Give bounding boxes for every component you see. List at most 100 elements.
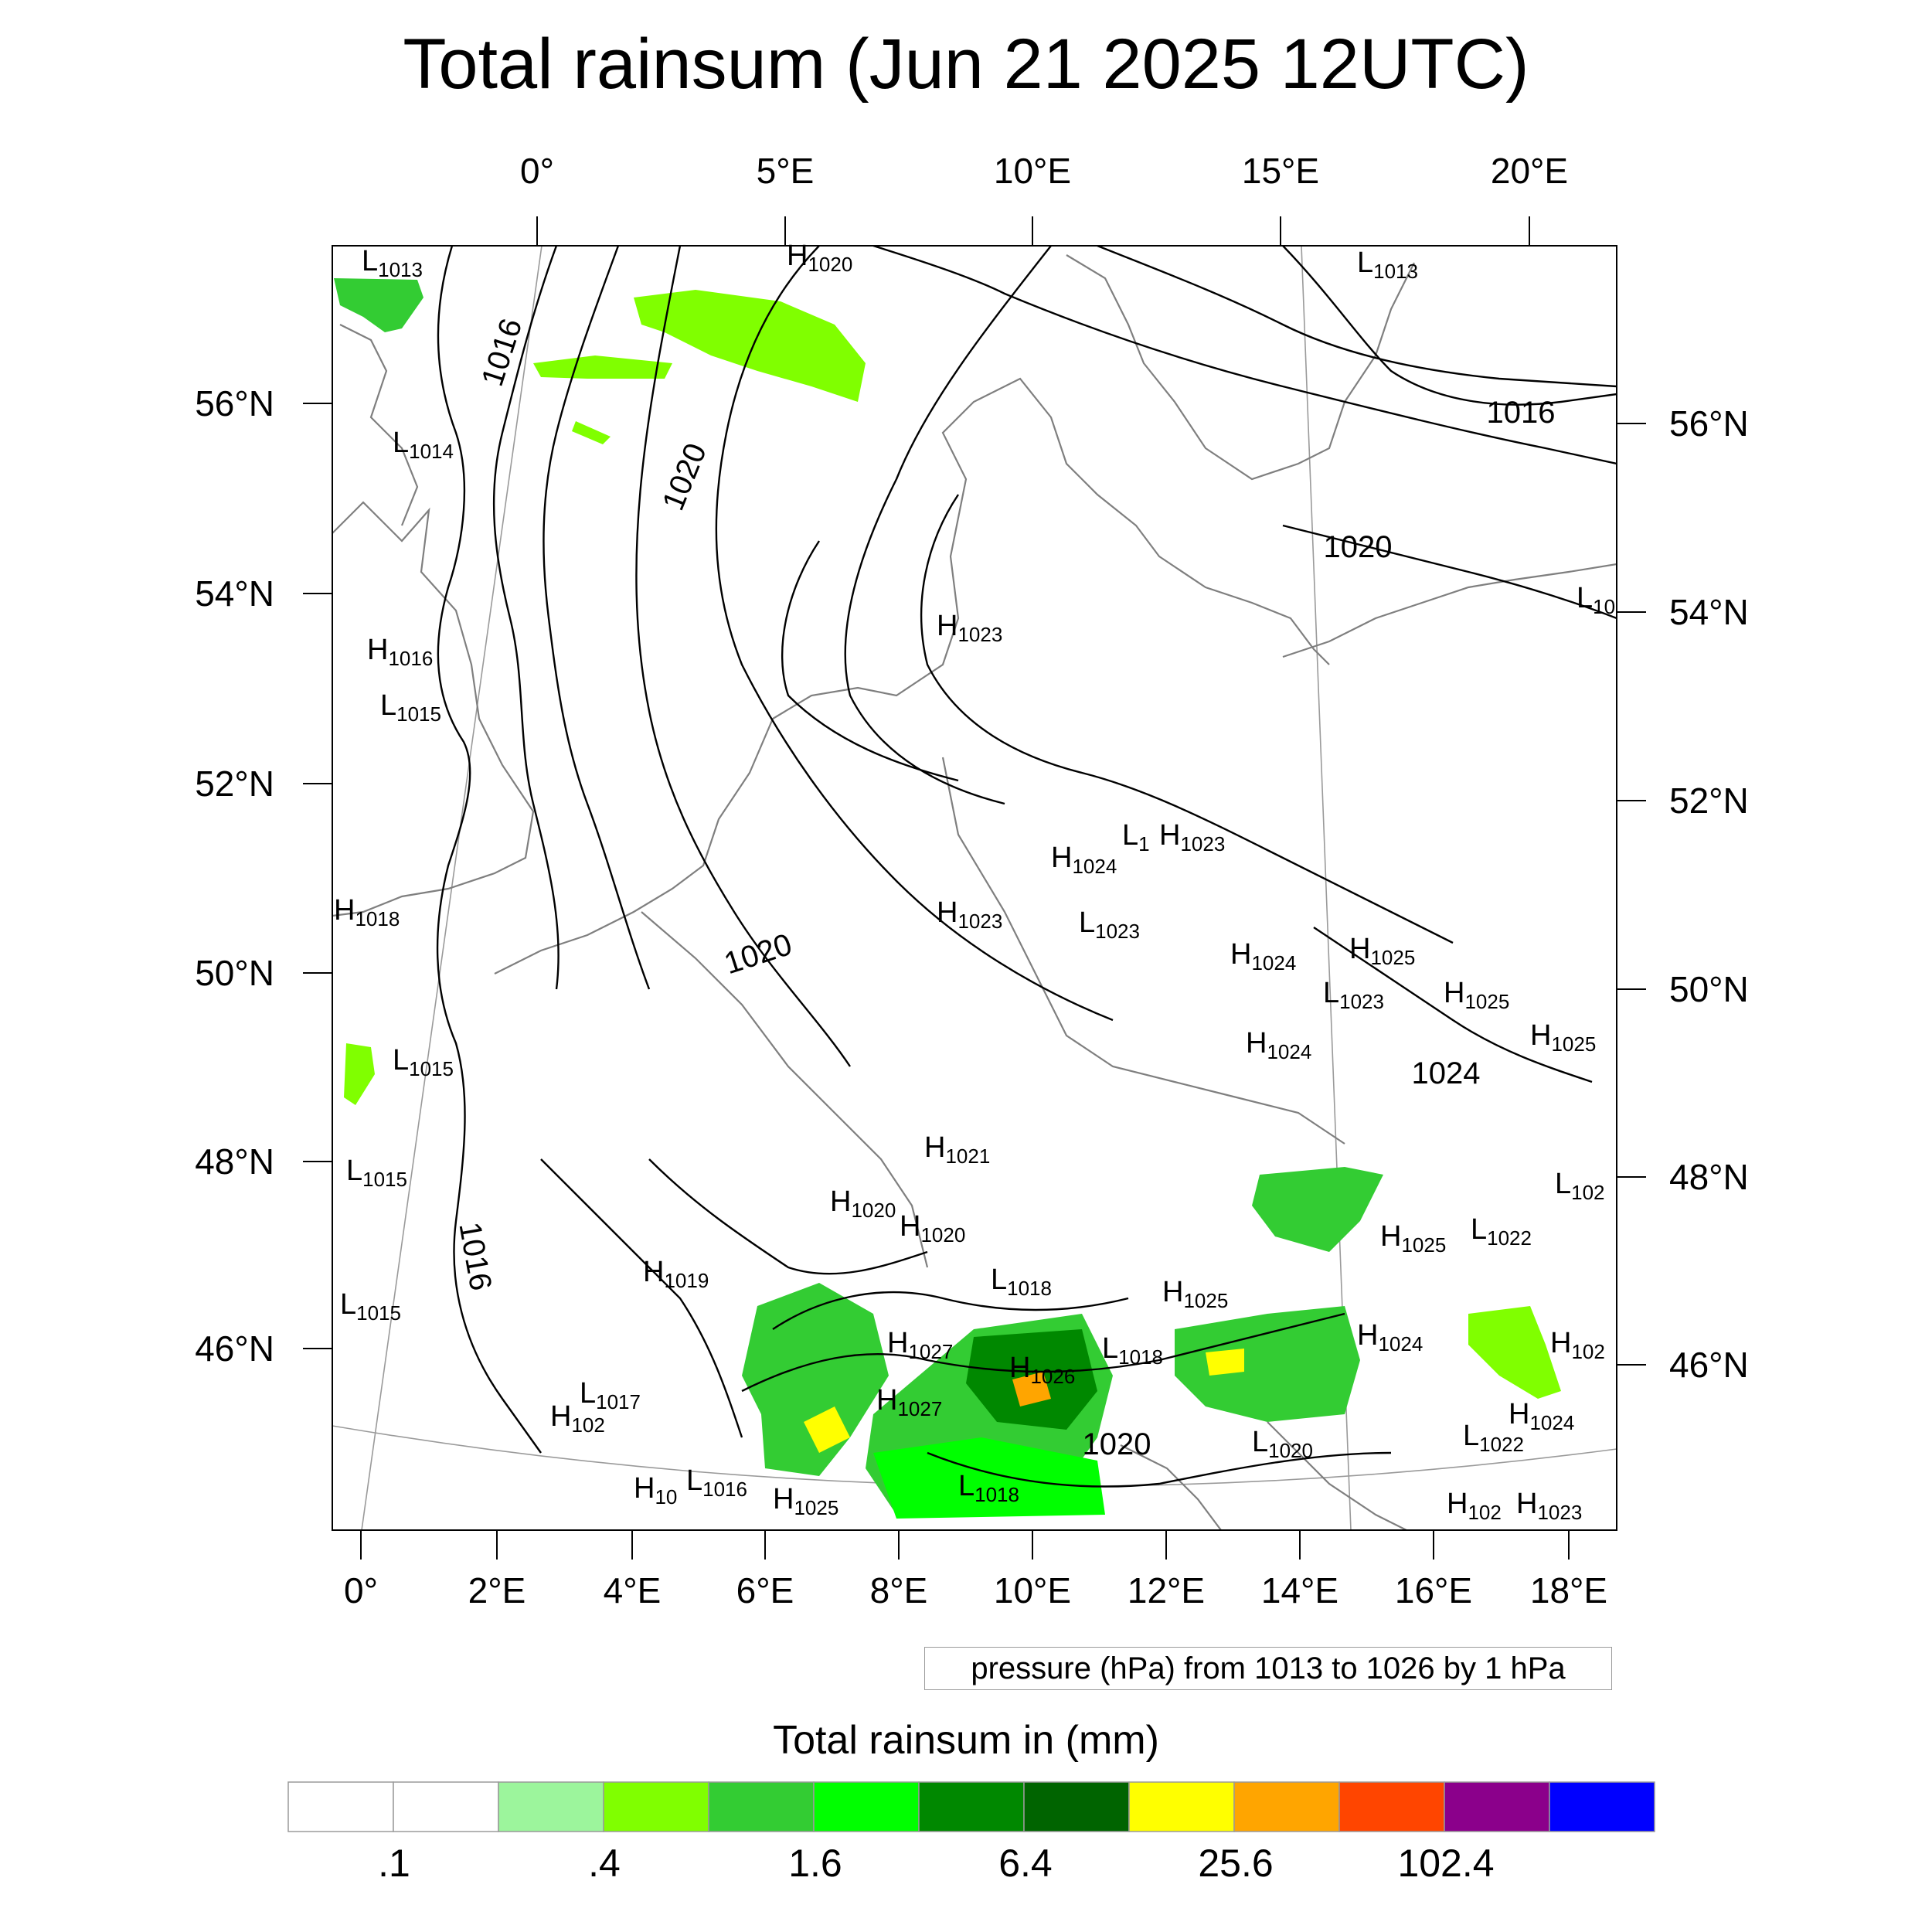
isobar-1017 bbox=[492, 246, 560, 990]
figure-title: Total rainsum (Jun 21 2025 12UTC) bbox=[403, 25, 1529, 104]
isobar-1018 bbox=[543, 246, 651, 990]
pressure-center-label: H1019 bbox=[643, 1256, 709, 1292]
pressure-center-label: H1025 bbox=[1162, 1276, 1228, 1312]
pressure-center-label: L1023 bbox=[1079, 906, 1140, 943]
right-lat-label: 56°N bbox=[1669, 403, 1749, 444]
pressure-center-label: L1022 bbox=[1471, 1213, 1532, 1250]
pressure-center-label: H1026 bbox=[1009, 1352, 1075, 1388]
rain-area-alps-west bbox=[742, 1283, 889, 1476]
isobar-east-1020 bbox=[1282, 524, 1617, 620]
pressure-center-label: L1018 bbox=[1102, 1332, 1163, 1369]
italy-coast bbox=[1120, 1444, 1222, 1530]
colorbar-swatch bbox=[813, 1781, 920, 1832]
isobar-1016-north bbox=[1282, 246, 1617, 406]
left-lat-label: 50°N bbox=[195, 953, 274, 993]
pressure-center-label: H1024 bbox=[1246, 1027, 1311, 1063]
bottom-lon-label: 16°E bbox=[1395, 1570, 1472, 1611]
isobar-france-1 bbox=[540, 1158, 743, 1438]
bottom-lon-label: 12°E bbox=[1128, 1570, 1205, 1611]
pressure-center-label: L1018 bbox=[958, 1470, 1019, 1506]
right-latitude-labels: 56°N 54°N 52°N 50°N 48°N 46°N bbox=[1669, 403, 1749, 1385]
pressure-center-label: L1023 bbox=[1323, 977, 1384, 1013]
isobar-1023 bbox=[781, 540, 959, 782]
pressure-center-label: L1013 bbox=[1357, 247, 1418, 283]
colorbar-tick-labels: .1 .4 1.6 6.4 25.6 102.4 bbox=[378, 1842, 1494, 1885]
rain-area-core-orange bbox=[1012, 1372, 1051, 1406]
left-lat-label: 56°N bbox=[195, 383, 274, 423]
rain-area-core-yellow-2 bbox=[1206, 1349, 1244, 1376]
pressure-center-label: H1020 bbox=[787, 240, 852, 276]
pressure-center-label: H1025 bbox=[1349, 933, 1415, 969]
pressure-center-label: H102 bbox=[1447, 1488, 1502, 1524]
rain-area-north-sea-streak bbox=[533, 355, 672, 379]
right-lat-label: 50°N bbox=[1669, 969, 1749, 1009]
pressure-center-label: H1020 bbox=[830, 1185, 896, 1222]
isobar-label: 1020 bbox=[1324, 530, 1393, 564]
top-lon-label: 20°E bbox=[1491, 151, 1568, 191]
left-lat-label: 48°N bbox=[195, 1141, 274, 1182]
pressure-center-label: H1018 bbox=[334, 894, 400, 930]
pressure-center-label: H1024 bbox=[1051, 842, 1117, 878]
isobar-label: 1016 bbox=[452, 1219, 498, 1293]
isobar-label: 1020 bbox=[720, 927, 796, 981]
pressure-center-label: H1025 bbox=[1444, 977, 1509, 1013]
isobar-label: 1020 bbox=[1083, 1427, 1151, 1461]
continental-coast bbox=[494, 377, 1330, 975]
rain-area-north-sea-dots bbox=[572, 421, 611, 444]
colorbar-swatch bbox=[287, 1781, 394, 1832]
right-lat-label: 54°N bbox=[1669, 592, 1749, 632]
bottom-lon-label: 0° bbox=[344, 1570, 378, 1611]
left-lat-label: 46°N bbox=[195, 1328, 274, 1369]
colorbar-tick-label: .4 bbox=[588, 1842, 621, 1885]
bottom-lon-label: 10°E bbox=[994, 1570, 1071, 1611]
pressure-center-label: H1025 bbox=[1380, 1220, 1446, 1257]
isobar-value-labels: 1016 1020 1016 1020 1020 1024 1016 1020 bbox=[452, 315, 1555, 1461]
colorbar-swatch bbox=[1549, 1781, 1655, 1832]
rain-area-north-sea-band bbox=[634, 290, 866, 402]
rain-area-po-valley bbox=[873, 1437, 1105, 1519]
colorbar-title: Total rainsum in (mm) bbox=[773, 1718, 1159, 1763]
pressure-center-label: H1023 bbox=[1159, 819, 1225, 855]
pressure-center-label: L1015 bbox=[393, 1044, 454, 1080]
pressure-center-label: L1018 bbox=[991, 1264, 1052, 1300]
isobar-1017-north bbox=[1097, 246, 1617, 388]
right-lat-label: 52°N bbox=[1669, 781, 1749, 821]
pressure-center-label: H10 bbox=[634, 1472, 677, 1509]
pressure-center-label: H1025 bbox=[1530, 1019, 1596, 1056]
isobar-1022 bbox=[920, 494, 1454, 944]
pressure-center-label: L102 bbox=[1555, 1168, 1605, 1204]
precipitation-shading bbox=[334, 278, 1561, 1519]
colorbar-tick-label: 102.4 bbox=[1397, 1842, 1494, 1885]
france-border bbox=[641, 911, 929, 1268]
pressure-center-label: H1027 bbox=[876, 1384, 942, 1420]
isobar-1019 bbox=[635, 246, 851, 1067]
isobars bbox=[436, 246, 1617, 1488]
map-frame bbox=[332, 245, 1617, 1531]
colorbar-swatch bbox=[603, 1781, 709, 1832]
colorbar-tick-label: 25.6 bbox=[1198, 1842, 1273, 1885]
colorbar-swatch bbox=[1023, 1781, 1130, 1832]
pressure-center-label: L1015 bbox=[380, 689, 441, 726]
bottom-longitude-labels: 0° 2°E 4°E 6°E 8°E 10°E 12°E 14°E 16°E 1… bbox=[344, 1570, 1607, 1611]
right-lat-label: 46°N bbox=[1669, 1345, 1749, 1385]
german-border bbox=[941, 757, 1345, 1145]
isobar-1020-ring bbox=[715, 246, 1114, 1022]
isobar-1016-west bbox=[436, 246, 542, 1454]
pressure-center-label: H1020 bbox=[900, 1210, 965, 1247]
colorbar-swatch bbox=[708, 1781, 815, 1832]
colorbar-swatch bbox=[498, 1781, 604, 1832]
top-longitude-labels: 0° 5°E 10°E 15°E 20°E bbox=[520, 151, 1568, 191]
isobar-1024 bbox=[1313, 927, 1593, 1083]
pressure-center-label: H1016 bbox=[367, 634, 433, 670]
pressure-center-label: H1023 bbox=[1516, 1488, 1582, 1524]
bottom-lon-label: 18°E bbox=[1530, 1570, 1607, 1611]
colorbar-tick-label: 1.6 bbox=[788, 1842, 842, 1885]
contour-info-box: pressure (hPa) from 1013 to 1026 by 1 hP… bbox=[924, 1647, 1612, 1690]
pressure-center-label: L1020 bbox=[1252, 1426, 1313, 1462]
pressure-center-label: L1015 bbox=[346, 1155, 407, 1191]
pressure-center-label: H1024 bbox=[1509, 1398, 1574, 1434]
pressure-center-label: H1021 bbox=[924, 1131, 990, 1168]
colorbar-tick-label: .1 bbox=[378, 1842, 410, 1885]
colorbar bbox=[287, 1781, 1655, 1832]
